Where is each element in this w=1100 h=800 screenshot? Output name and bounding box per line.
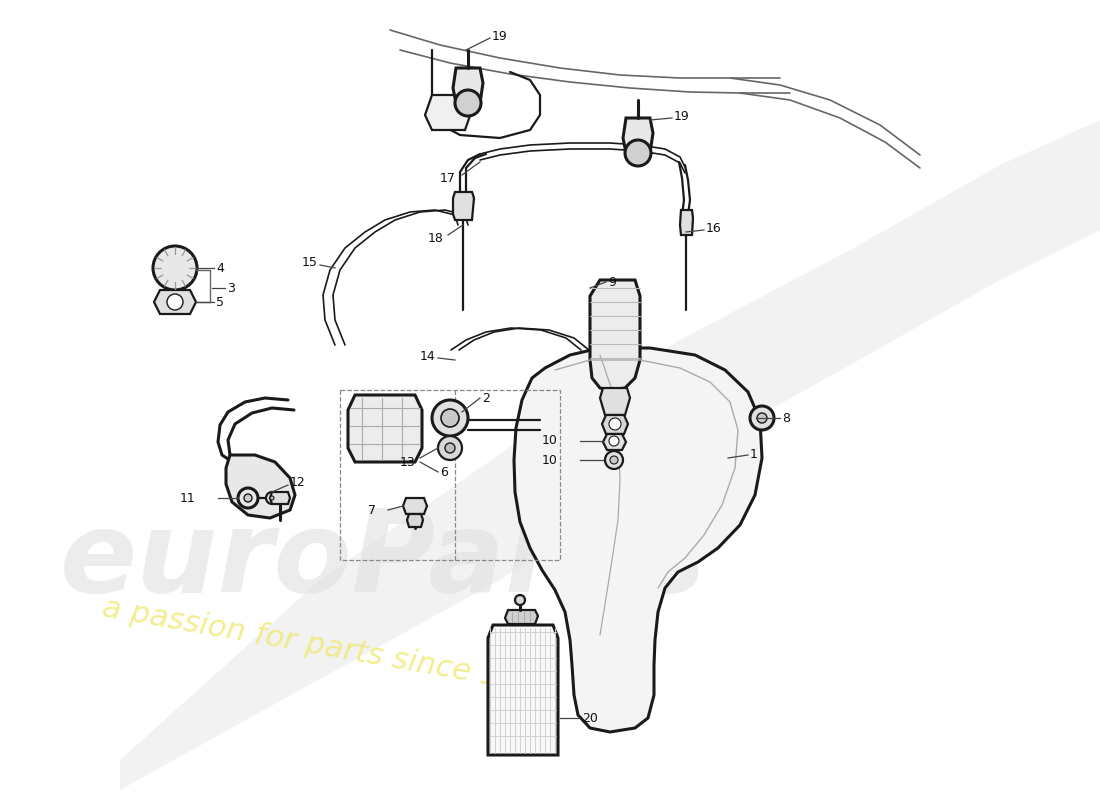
Circle shape (441, 409, 459, 427)
Circle shape (446, 443, 455, 453)
Polygon shape (154, 290, 196, 314)
Text: 8: 8 (782, 411, 790, 425)
Polygon shape (453, 192, 474, 220)
Polygon shape (603, 434, 626, 450)
Polygon shape (407, 514, 424, 527)
Text: 5: 5 (216, 295, 224, 309)
Circle shape (167, 294, 183, 310)
Text: 10: 10 (542, 434, 558, 447)
Polygon shape (505, 610, 538, 624)
Polygon shape (600, 388, 630, 415)
Polygon shape (590, 280, 640, 390)
Polygon shape (602, 415, 628, 434)
Text: 9: 9 (608, 275, 616, 289)
Text: 15: 15 (302, 257, 318, 270)
Text: 16: 16 (706, 222, 722, 234)
Circle shape (438, 436, 462, 460)
Text: 17: 17 (440, 171, 455, 185)
Text: a passion for parts since 1985: a passion for parts since 1985 (100, 594, 559, 702)
Polygon shape (270, 492, 290, 504)
Circle shape (238, 488, 258, 508)
Circle shape (153, 246, 197, 290)
Text: 20: 20 (582, 711, 598, 725)
Polygon shape (623, 118, 653, 153)
Text: 18: 18 (428, 231, 444, 245)
Polygon shape (680, 210, 693, 235)
Polygon shape (120, 120, 1100, 790)
Text: 14: 14 (420, 350, 436, 362)
Text: 10: 10 (542, 454, 558, 466)
Text: 1: 1 (750, 449, 758, 462)
Text: 11: 11 (179, 491, 195, 505)
Circle shape (432, 400, 468, 436)
Text: 3: 3 (227, 282, 235, 294)
Circle shape (750, 406, 774, 430)
Polygon shape (453, 68, 483, 103)
Polygon shape (226, 455, 295, 518)
Circle shape (625, 140, 651, 166)
Text: 6: 6 (440, 466, 448, 478)
Text: euroPares: euroPares (60, 505, 707, 615)
Text: 4: 4 (216, 262, 224, 274)
Text: 2: 2 (482, 391, 490, 405)
Polygon shape (514, 348, 762, 732)
Circle shape (610, 456, 618, 464)
Polygon shape (403, 498, 427, 514)
Text: 19: 19 (492, 30, 508, 42)
Circle shape (266, 492, 278, 504)
Polygon shape (425, 95, 472, 130)
Text: 19: 19 (674, 110, 690, 122)
Text: 7: 7 (368, 503, 376, 517)
Text: 13: 13 (400, 455, 416, 469)
Circle shape (605, 451, 623, 469)
Text: 12: 12 (290, 477, 306, 490)
Circle shape (244, 494, 252, 502)
Circle shape (609, 436, 619, 446)
Circle shape (270, 496, 274, 500)
Circle shape (609, 418, 622, 430)
Circle shape (757, 413, 767, 423)
Circle shape (455, 90, 481, 116)
Circle shape (515, 595, 525, 605)
Polygon shape (488, 625, 558, 755)
Polygon shape (348, 395, 422, 462)
